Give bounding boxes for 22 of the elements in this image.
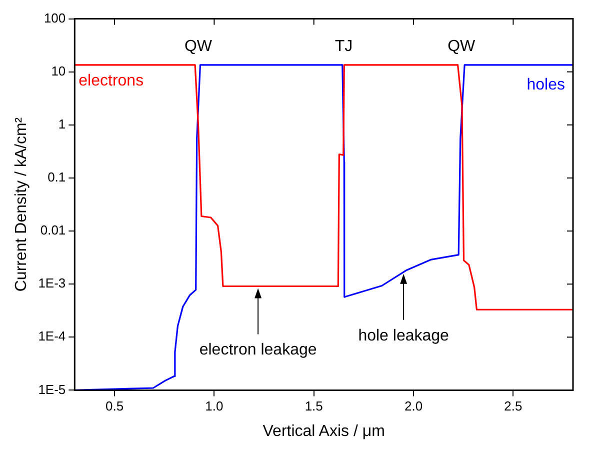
y-axis-title: Current Density / kA/cm²	[13, 116, 30, 292]
series-label: electrons	[78, 72, 144, 90]
x-tick-label: 2.5	[504, 398, 522, 414]
y-tick-label: 0.01	[40, 222, 66, 238]
x-axis-title: Vertical Axis / μm	[262, 422, 385, 440]
y-tick-label: 10	[51, 63, 66, 78]
annotation: TJ	[334, 38, 353, 56]
annotation: hole leakage	[358, 327, 450, 344]
annotation: electron leakage	[199, 342, 317, 359]
y-tick-label: 1E-3	[38, 276, 66, 291]
annotation: QW	[448, 38, 476, 56]
x-tick-label: 1.5	[304, 398, 323, 414]
y-tick-label: 1	[58, 116, 66, 132]
y-tick-label: 1E-5	[38, 382, 66, 397]
y-tick-label: 0.1	[48, 170, 66, 185]
x-tick-label: 1.0	[205, 398, 224, 414]
y-tick-label: 1E-4	[38, 328, 66, 344]
annotation: QW	[184, 38, 213, 56]
y-tick-label: 100	[44, 10, 66, 26]
x-tick-label: 0.5	[105, 398, 124, 414]
x-tick-label: 2.0	[404, 398, 423, 414]
series-label: holes	[526, 76, 565, 94]
